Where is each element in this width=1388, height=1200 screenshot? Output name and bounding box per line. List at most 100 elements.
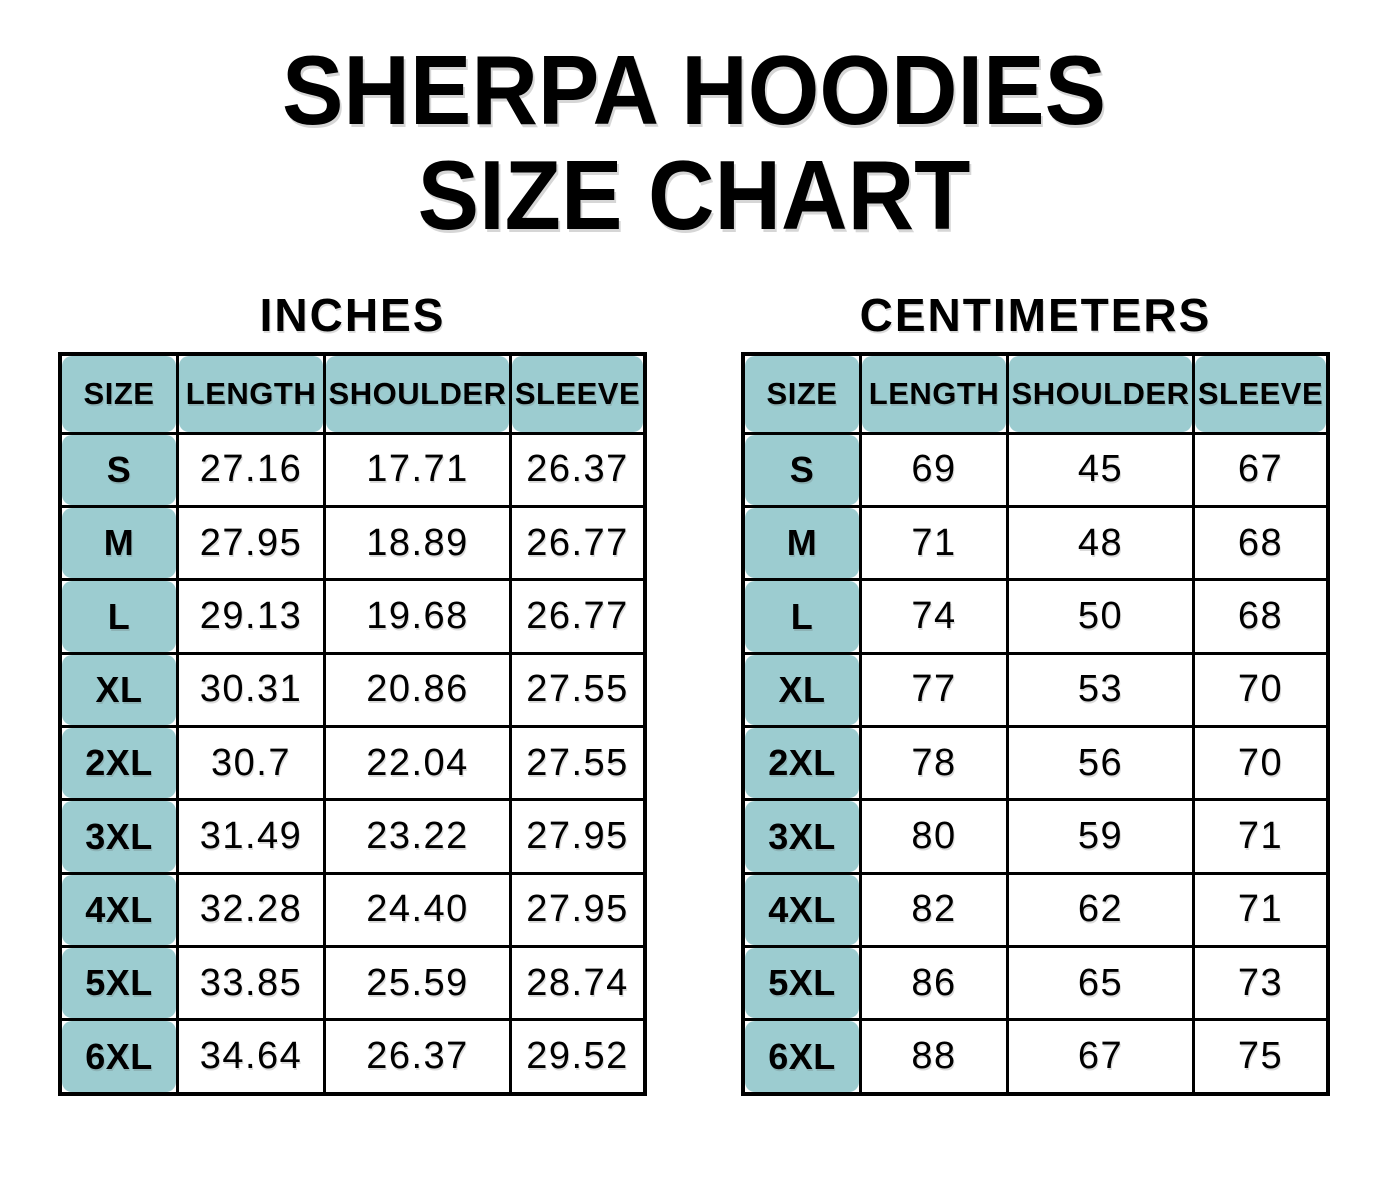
value-text: 20.86 xyxy=(366,668,469,711)
value-text: 45 xyxy=(1077,448,1124,491)
size-cell: XL xyxy=(745,654,859,726)
title-line-1: SHERPA HOODIES xyxy=(281,35,1107,145)
value-cell: 53 xyxy=(1009,654,1192,726)
value-cell: 56 xyxy=(1009,728,1192,799)
value-cell: 29.52 xyxy=(512,1021,643,1092)
value-text: 29.52 xyxy=(526,1035,629,1078)
header-cell-sleeve: SLEEVE xyxy=(1195,355,1326,432)
value-cell: 71 xyxy=(1195,801,1326,872)
value-text: 31.49 xyxy=(199,815,303,858)
value-cell: 29.13 xyxy=(179,581,323,652)
value-cell: 27.95 xyxy=(179,508,323,579)
centimeters-table-title: CENTIMETERS xyxy=(859,288,1212,341)
size-label: 4XL xyxy=(768,888,836,930)
value-text: 71 xyxy=(1237,888,1284,931)
size-label: 6XL xyxy=(768,1035,836,1077)
value-cell: 22.04 xyxy=(326,728,509,799)
inches-table-title: INCHES xyxy=(259,288,446,341)
size-label: 2XL xyxy=(85,742,153,784)
size-cell: S xyxy=(62,434,176,506)
value-text: 69 xyxy=(911,448,957,491)
value-cell: 27.16 xyxy=(179,434,323,506)
value-text: 80 xyxy=(911,815,957,858)
value-text: 30.7 xyxy=(211,741,291,784)
value-text: 71 xyxy=(911,521,957,564)
size-cell: 3XL xyxy=(745,801,859,873)
value-cell: 67 xyxy=(1195,434,1326,506)
value-text: 71 xyxy=(1237,815,1284,858)
value-text: 32.28 xyxy=(199,888,303,931)
size-cell: 5XL xyxy=(745,948,859,1019)
value-cell: 77 xyxy=(862,654,1006,726)
value-cell: 27.95 xyxy=(512,874,643,946)
value-cell: 23.22 xyxy=(326,801,509,872)
value-cell: 75 xyxy=(1195,1021,1326,1092)
value-text: 25.59 xyxy=(366,961,469,1004)
size-label: XL xyxy=(95,668,143,710)
value-cell: 50 xyxy=(1009,581,1192,652)
value-text: 67 xyxy=(1237,448,1284,491)
header-cell-sleeve: SLEEVE xyxy=(512,355,643,432)
value-cell: 68 xyxy=(1195,508,1326,579)
tables-row: INCHES SIZE LENGTH SHOULDER SLEEVE S 27.16 17.… xyxy=(0,288,1388,1096)
value-cell: 30.7 xyxy=(179,728,323,799)
value-text: 17.71 xyxy=(366,448,469,491)
title-line-2: SIZE CHART xyxy=(417,139,971,250)
value-cell: 65 xyxy=(1009,948,1192,1019)
value-text: 48 xyxy=(1077,521,1124,564)
value-text: 27.55 xyxy=(526,668,629,711)
value-text: 26.77 xyxy=(526,521,629,564)
value-text: 67 xyxy=(1077,1035,1124,1078)
value-text: 70 xyxy=(1237,741,1284,784)
value-cell: 27.95 xyxy=(512,801,643,872)
size-cell: M xyxy=(745,508,859,579)
value-cell: 26.37 xyxy=(326,1021,509,1092)
value-text: 19.68 xyxy=(366,595,469,638)
value-text: 22.04 xyxy=(366,741,469,784)
value-text: 65 xyxy=(1077,961,1124,1004)
value-cell: 68 xyxy=(1195,581,1326,652)
size-label: S xyxy=(789,448,815,490)
value-text: 56 xyxy=(1077,741,1124,784)
value-text: 26.77 xyxy=(526,595,629,638)
size-cell: 2XL xyxy=(745,728,859,799)
value-text: 34.64 xyxy=(199,1035,303,1078)
value-cell: 82 xyxy=(862,874,1006,946)
value-text: 82 xyxy=(911,888,957,931)
value-text: 29.13 xyxy=(199,595,303,638)
value-text: 50 xyxy=(1077,595,1124,638)
value-cell: 59 xyxy=(1009,801,1192,872)
size-label: M xyxy=(103,522,135,564)
value-text: 27.55 xyxy=(526,741,629,784)
value-cell: 27.55 xyxy=(512,654,643,726)
size-label: XL xyxy=(778,668,826,710)
value-text: 28.74 xyxy=(526,961,629,1004)
size-label: S xyxy=(106,448,132,490)
header-cell-label: LENGTH xyxy=(185,375,317,411)
value-cell: 86 xyxy=(862,948,1006,1019)
size-cell: L xyxy=(62,581,176,653)
size-label: 6XL xyxy=(85,1035,153,1077)
size-cell: L xyxy=(745,581,859,653)
value-cell: 67 xyxy=(1009,1021,1192,1092)
header-cell-length: LENGTH xyxy=(179,355,323,432)
value-cell: 27.55 xyxy=(512,728,643,799)
header-cell-label: SHOULDER xyxy=(1011,375,1190,411)
value-text: 74 xyxy=(911,595,957,638)
header-cell-label: SHOULDER xyxy=(328,375,507,411)
header-cell-label: SLEEVE xyxy=(514,375,641,411)
header-cell-length: LENGTH xyxy=(862,355,1006,432)
value-cell: 26.37 xyxy=(512,434,643,506)
header-cell-shoulder: SHOULDER xyxy=(326,355,509,432)
value-cell: 25.59 xyxy=(326,948,509,1019)
value-text: 27.16 xyxy=(199,448,303,491)
value-text: 33.85 xyxy=(199,961,303,1004)
size-cell: 2XL xyxy=(62,728,176,799)
header-cell-size: SIZE xyxy=(745,355,859,432)
value-text: 27.95 xyxy=(526,815,629,858)
value-cell: 33.85 xyxy=(179,948,323,1019)
value-cell: 70 xyxy=(1195,654,1326,726)
size-cell: 4XL xyxy=(745,874,859,946)
value-text: 68 xyxy=(1237,595,1284,638)
